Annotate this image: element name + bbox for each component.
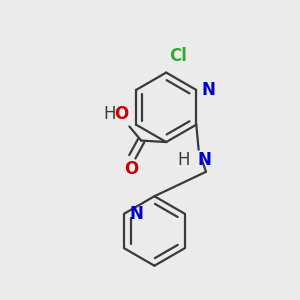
Text: H: H [177,151,190,169]
Text: O: O [124,160,138,178]
Text: O: O [114,106,128,124]
Text: N: N [130,205,143,223]
Text: N: N [202,81,215,99]
Text: N: N [197,151,211,169]
Text: H: H [103,106,116,124]
Text: Cl: Cl [169,47,187,65]
